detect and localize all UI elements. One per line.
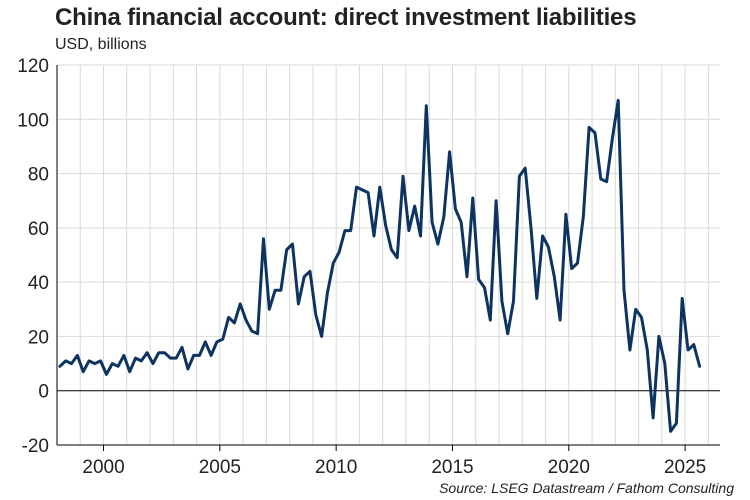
series-line-0 (58, 98, 702, 433)
tick-labels: -20 0 20 40 60 80 100 120 2000 2005 2010 2015 2020 20… (17, 56, 706, 478)
gridlines (56, 64, 720, 446)
chart-subtitle: USD, billions (55, 36, 147, 53)
source-note: Source: LSEG Datastream / Fathom Consult… (439, 480, 734, 496)
y-tick-label: 100 (17, 110, 49, 131)
x-tick-label: 2010 (315, 457, 357, 478)
x-tick-label: 2015 (431, 457, 473, 478)
y-tick-label: 40 (28, 273, 49, 294)
x-tick-label: 2005 (199, 457, 241, 478)
x-tick-label: 2025 (664, 457, 706, 478)
y-tick-label: 80 (28, 165, 49, 186)
axes (56, 65, 720, 451)
y-tick-label: 20 (28, 327, 49, 348)
chart-title: China financial account: direct investme… (55, 4, 637, 31)
y-tick-label: 120 (17, 56, 49, 77)
y-tick-label: 0 (38, 382, 49, 403)
x-tick-label: 2000 (82, 457, 124, 478)
series (58, 98, 702, 433)
y-tick-label: -20 (22, 436, 49, 457)
y-tick-label: 60 (28, 219, 49, 240)
x-tick-label: 2020 (548, 457, 590, 478)
